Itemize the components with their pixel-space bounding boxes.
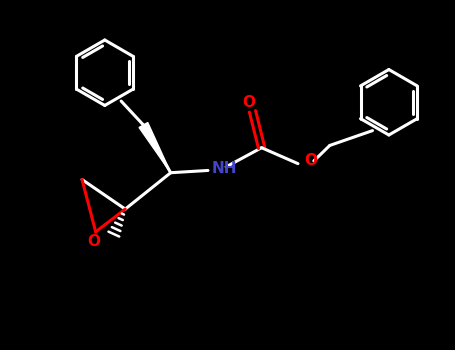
Text: O: O (243, 95, 255, 110)
Text: O: O (304, 153, 317, 168)
Polygon shape (139, 122, 171, 173)
Text: O: O (87, 234, 100, 249)
Text: NH: NH (212, 161, 237, 176)
